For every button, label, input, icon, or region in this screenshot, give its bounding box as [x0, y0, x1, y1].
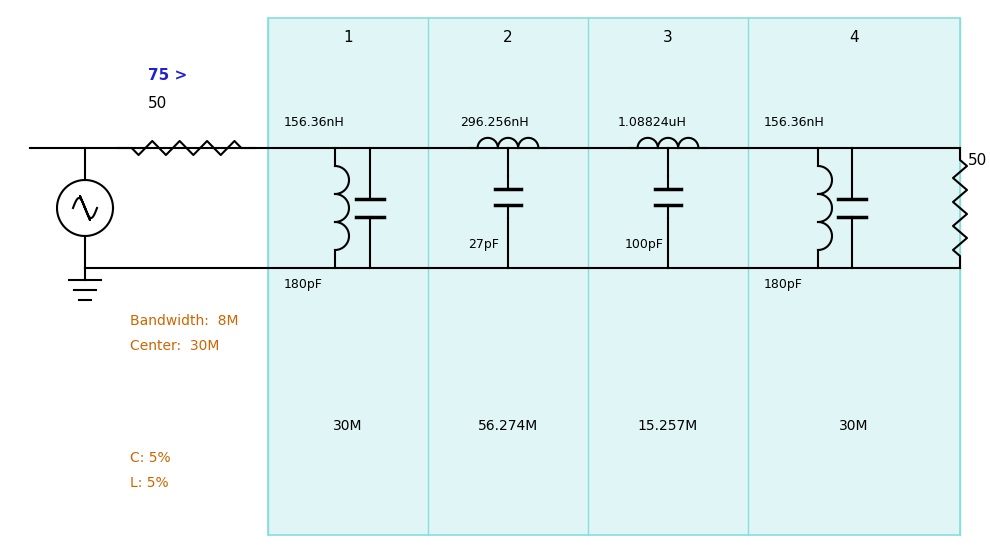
Text: 4: 4 — [849, 30, 858, 45]
Text: 180pF: 180pF — [764, 278, 803, 291]
Text: 15.257M: 15.257M — [638, 419, 698, 433]
Text: 27pF: 27pF — [468, 238, 499, 251]
Text: 1.08824uH: 1.08824uH — [618, 116, 687, 129]
Text: 156.36nH: 156.36nH — [764, 116, 825, 129]
Text: 3: 3 — [663, 30, 673, 45]
Text: 75 >: 75 > — [148, 68, 187, 83]
Text: 56.274M: 56.274M — [478, 419, 539, 433]
Text: 30M: 30M — [840, 419, 869, 433]
Text: 1: 1 — [344, 30, 352, 45]
Text: 156.36nH: 156.36nH — [284, 116, 345, 129]
Text: Center:  30M: Center: 30M — [130, 339, 220, 353]
Text: C: 5%: C: 5% — [130, 451, 170, 465]
Text: 50: 50 — [968, 153, 987, 168]
Text: 100pF: 100pF — [625, 238, 664, 251]
Text: 50: 50 — [148, 96, 167, 111]
Text: Bandwidth:  8M: Bandwidth: 8M — [130, 314, 239, 328]
Text: 2: 2 — [503, 30, 513, 45]
Text: L: 5%: L: 5% — [130, 476, 168, 490]
Text: 180pF: 180pF — [284, 278, 323, 291]
Text: 30M: 30M — [334, 419, 362, 433]
Text: 296.256nH: 296.256nH — [460, 116, 529, 129]
Bar — [268, 18, 960, 535]
